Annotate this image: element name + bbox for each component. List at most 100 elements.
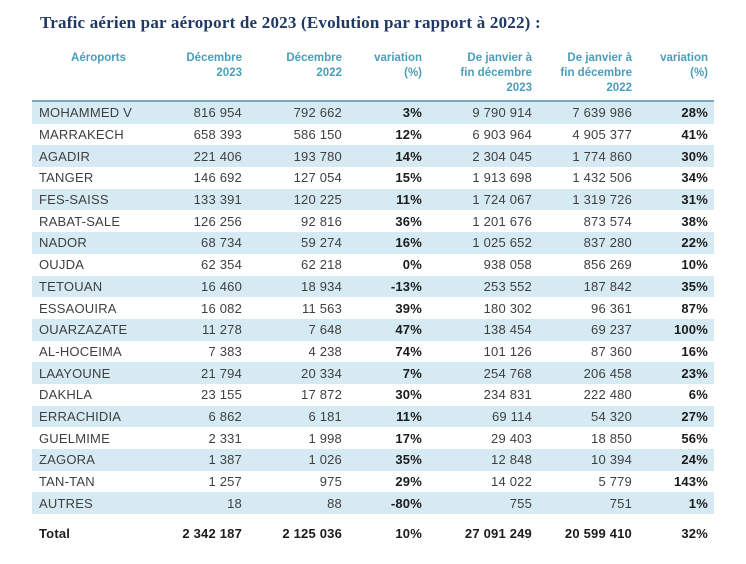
cell-dec-2022: 20 334 — [301, 365, 342, 381]
cell-dec-2022: 59 274 — [301, 235, 342, 251]
cell-jan-dec-2022: 187 842 — [583, 278, 632, 294]
cell-variation-year: 30% — [681, 148, 708, 164]
cell-variation-year: 28% — [681, 105, 708, 121]
cell-variation-year: 1% — [688, 495, 708, 511]
cell-dec-2023: 18 — [227, 495, 242, 511]
cell-airport: TAN-TAN — [39, 474, 95, 490]
cell-dec-2023: 6 862 — [208, 408, 242, 424]
cell-jan-dec-2022: 1 319 726 — [572, 192, 632, 208]
cell-airport: ERRACHIDIA — [39, 408, 122, 424]
cell-jan-dec-2022: 7 639 986 — [572, 105, 632, 121]
cell-jan-dec-2022: 222 480 — [583, 387, 632, 403]
cell-dec-2022: 1 998 — [308, 430, 342, 446]
cell-dec-2023: 146 692 — [193, 170, 242, 186]
cell-dec-2022: 17 872 — [301, 387, 342, 403]
cell-jan-dec-2023: 234 831 — [483, 387, 532, 403]
cell-variation-dec: 11% — [396, 408, 422, 424]
column-header-jan-dec-2023: De janvier à fin décembre 2023 — [460, 52, 532, 94]
column-header-dec-2022: Décembre 2022 — [286, 52, 342, 79]
cell-variation-year: 6% — [688, 387, 708, 403]
column-header-variation-year: variation (%) — [660, 52, 708, 79]
cell-jan-dec-2023: 253 552 — [483, 278, 532, 294]
cell-airport: Total — [39, 525, 71, 541]
cell-airport: AUTRES — [39, 495, 93, 511]
cell-jan-dec-2022: 96 361 — [591, 300, 632, 316]
cell-dec-2022: 975 — [319, 474, 342, 490]
cell-variation-dec: 16% — [395, 235, 422, 251]
cell-jan-dec-2022: 856 269 — [583, 257, 632, 273]
table-title: Trafic aérien par aéroport de 2023 (Evol… — [40, 13, 541, 32]
cell-variation-year: 87% — [681, 300, 708, 316]
cell-dec-2022: 792 662 — [293, 105, 342, 121]
cell-jan-dec-2022: 1 774 860 — [572, 148, 632, 164]
cell-variation-dec: 47% — [395, 322, 422, 338]
cell-variation-year: 34% — [681, 170, 708, 186]
cell-dec-2023: 7 383 — [208, 343, 242, 359]
column-header-airport: Aéroports — [71, 52, 126, 64]
cell-dec-2023: 21 794 — [201, 365, 242, 381]
header-row: Aéroports Décembre 2023 Décembre 2022 varia… — [32, 49, 714, 101]
cell-variation-dec: 35% — [395, 452, 422, 468]
cell-variation-year: 23% — [681, 365, 708, 381]
cell-dec-2023: 816 954 — [193, 105, 242, 121]
cell-variation-dec: 10% — [395, 525, 422, 541]
cell-dec-2022: 6 181 — [308, 408, 342, 424]
table-row: OUARZAZATE 11 278 7 648 47% 138 454 69 237 100… — [32, 318, 714, 341]
cell-variation-dec: -13% — [390, 278, 422, 294]
table-row: FES-SAISS 133 391 120 225 11% 1 724 067 1 319… — [32, 188, 714, 211]
cell-dec-2022: 127 054 — [293, 170, 342, 186]
cell-airport: TANGER — [39, 170, 94, 186]
table-row: TANGER 146 692 127 054 15% 1 913 698 1 432 50… — [32, 167, 714, 189]
cell-airport: OUJDA — [39, 257, 85, 273]
cell-jan-dec-2022: 87 360 — [591, 343, 632, 359]
cell-dec-2022: 18 934 — [301, 278, 342, 294]
cell-variation-year: 10% — [681, 257, 708, 273]
cell-dec-2022: 2 125 036 — [282, 525, 342, 541]
cell-variation-dec: 15% — [395, 170, 422, 186]
cell-variation-year: 27% — [681, 408, 708, 424]
cell-dec-2022: 7 648 — [308, 322, 342, 338]
cell-airport: ZAGORA — [39, 452, 96, 468]
cell-dec-2023: 133 391 — [193, 192, 242, 208]
cell-variation-dec: 29% — [395, 474, 422, 490]
cell-variation-year: 38% — [681, 213, 708, 229]
cell-jan-dec-2022: 20 599 410 — [564, 525, 632, 541]
cell-dec-2022: 120 225 — [293, 192, 342, 208]
cell-dec-2023: 658 393 — [193, 127, 242, 143]
cell-dec-2023: 23 155 — [201, 387, 242, 403]
cell-variation-year: 100% — [673, 322, 708, 338]
cell-jan-dec-2023: 27 091 249 — [464, 525, 532, 541]
column-header-jan-dec-2022: De janvier à fin décembre 2022 — [560, 52, 632, 94]
cell-airport: RABAT-SALE — [39, 213, 121, 229]
cell-variation-dec: 3% — [402, 105, 422, 121]
cell-dec-2023: 16 460 — [201, 278, 242, 294]
cell-dec-2022: 11 563 — [302, 300, 342, 316]
cell-airport: OUARZAZATE — [39, 322, 128, 338]
cell-jan-dec-2023: 755 — [509, 495, 532, 511]
cell-dec-2022: 4 238 — [308, 343, 342, 359]
cell-dec-2023: 221 406 — [193, 148, 242, 164]
table-body: MOHAMMED V 816 954 792 662 3% 9 790 914 7 639… — [32, 101, 714, 545]
cell-dec-2022: 193 780 — [293, 148, 342, 164]
cell-jan-dec-2023: 12 848 — [491, 452, 532, 468]
cell-jan-dec-2022: 54 320 — [591, 408, 632, 424]
cell-variation-dec: 17% — [395, 430, 422, 446]
cell-airport: GUELMIME — [39, 430, 110, 446]
cell-jan-dec-2023: 1 724 067 — [472, 192, 532, 208]
table-row: ZAGORA 1 387 1 026 35% 12 848 10 394 24% — [32, 449, 714, 471]
cell-airport: LAAYOUNE — [39, 365, 111, 381]
cell-dec-2022: 62 218 — [301, 257, 342, 273]
cell-jan-dec-2023: 1 201 676 — [472, 213, 532, 229]
cell-dec-2022: 88 — [327, 495, 342, 511]
cell-variation-dec: 7% — [402, 365, 422, 381]
cell-dec-2022: 586 150 — [293, 127, 342, 143]
cell-jan-dec-2023: 9 790 914 — [472, 105, 532, 121]
cell-variation-year: 22% — [681, 235, 708, 251]
cell-dec-2023: 1 387 — [208, 452, 242, 468]
cell-variation-year: 56% — [681, 430, 708, 446]
cell-variation-dec: 11% — [396, 192, 422, 208]
table-row: AL-HOCEIMA 7 383 4 238 74% 101 126 87 360 16% — [32, 341, 714, 363]
column-header-variation-dec: variation (%) — [374, 52, 422, 79]
column-header-dec-2023: Décembre 2023 — [186, 52, 242, 79]
